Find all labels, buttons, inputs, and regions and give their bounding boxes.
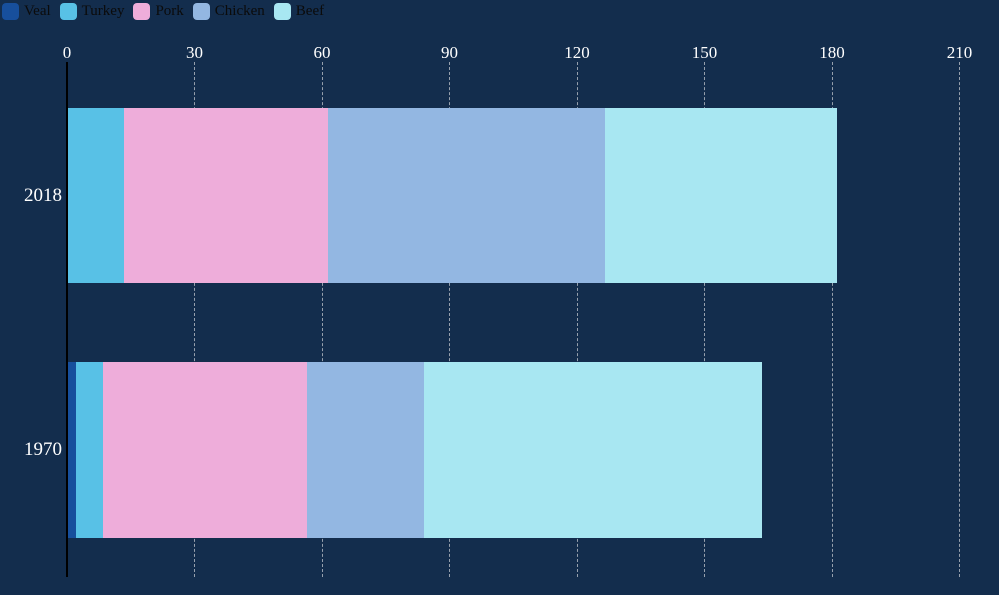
y-tick-label-1970: 1970 — [24, 439, 62, 460]
y-axis-line — [66, 62, 68, 577]
legend-label-beef: Beef — [295, 3, 325, 19]
x-tick-label-180: 180 — [819, 43, 845, 62]
bar-2018-segment-turkey — [67, 108, 124, 283]
legend-swatch-chicken — [192, 3, 210, 20]
legend-item-pork: Pork — [133, 3, 184, 20]
legend-label-veal: Veal — [24, 3, 51, 19]
legend-swatch-veal — [2, 3, 19, 20]
legend-swatch-beef — [273, 3, 291, 20]
legend-label-turkey: Turkey — [81, 3, 125, 19]
y-tick-label-2018: 2018 — [24, 184, 62, 206]
legend-item-chicken: Chicken — [192, 3, 265, 20]
gridline-90 — [449, 62, 450, 577]
legend-item-beef: Beef — [273, 3, 325, 20]
bar-2018-segment-pork — [123, 108, 328, 283]
legend-swatch-turkey — [59, 3, 77, 20]
x-tick-label-90: 90 — [441, 43, 458, 62]
legend-item-veal: Veal — [2, 3, 51, 20]
bar-1970-segment-pork — [102, 362, 308, 538]
gridline-30 — [194, 62, 195, 577]
x-tick-label-210: 210 — [946, 43, 973, 62]
legend: Veal Turkey Pork Chicken Beef — [2, 3, 333, 20]
x-tick-label-60: 60 — [313, 43, 331, 62]
x-tick-label-150: 150 — [691, 43, 718, 62]
x-tick-label-0: 0 — [62, 43, 72, 62]
legend-swatch-pork — [133, 3, 151, 20]
bar-1970-segment-turkey — [75, 362, 103, 538]
bar-1970-segment-beef — [423, 362, 762, 538]
gridline-180 — [831, 62, 833, 577]
legend-label-pork: Pork — [155, 3, 184, 19]
gridline-120 — [576, 62, 578, 577]
bar-2018-segment-beef — [605, 108, 838, 283]
gridline-60 — [321, 62, 323, 577]
legend-label-chicken: Chicken — [214, 3, 265, 19]
bar-1970-segment-veal — [67, 362, 76, 538]
bar-2018-segment-chicken — [327, 108, 606, 283]
x-tick-label-30: 30 — [186, 43, 203, 62]
x-tick-label-120: 120 — [564, 43, 590, 62]
bar-1970-segment-chicken — [307, 362, 424, 538]
gridline-210 — [959, 62, 960, 577]
legend-item-turkey: Turkey — [59, 3, 125, 20]
gridline-150 — [704, 62, 705, 577]
